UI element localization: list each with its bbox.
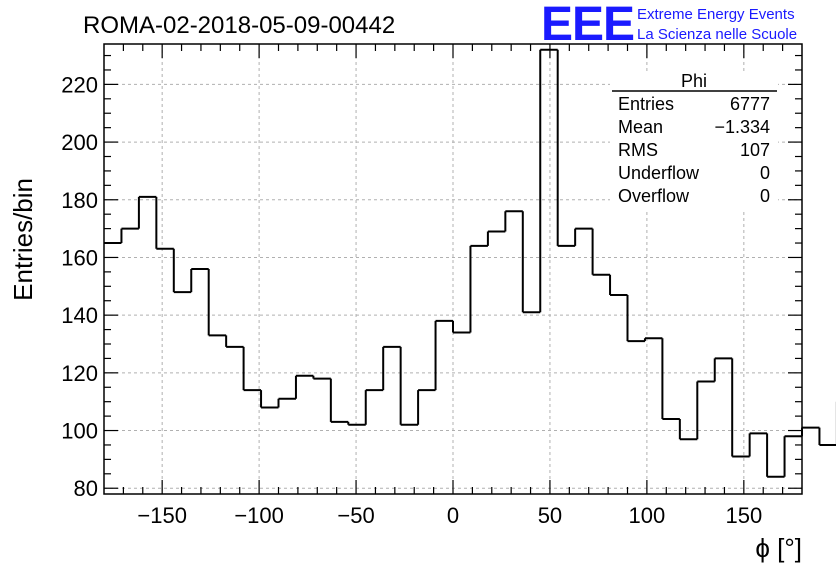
histogram-bin [312, 375, 331, 380]
histogram-bin [382, 345, 401, 391]
histogram-bin [277, 397, 296, 408]
tick-labels: −150 −100 −50 0 50 100 150 80 100 120 140 160 180 200… [61, 72, 762, 528]
histogram-bin [469, 244, 488, 333]
x-tick-label: 100 [629, 503, 666, 528]
stats-underflow-label: Underflow [618, 163, 700, 183]
y-tick-label: 80 [74, 476, 98, 501]
histogram-bin [801, 426, 820, 437]
histogram-bin [766, 433, 785, 478]
axis-ticks [104, 44, 802, 494]
histogram-bin [294, 374, 314, 399]
histogram-bin [120, 227, 139, 244]
histogram-bin [574, 227, 593, 246]
eee-logo-text: EEE [541, 0, 634, 51]
histogram-bin [504, 210, 523, 232]
histogram-bin [521, 211, 541, 314]
y-tick-label: 200 [61, 130, 98, 155]
histogram-bin [417, 389, 436, 425]
histogram-bin [137, 195, 157, 229]
y-tick-label: 220 [61, 72, 98, 97]
x-tick-label: −50 [337, 503, 374, 528]
x-tick-label: 0 [447, 503, 459, 528]
y-tick-label: 180 [61, 188, 98, 213]
histogram-bin [452, 320, 471, 334]
histogram-bin [783, 435, 802, 477]
y-tick-label: 100 [61, 419, 98, 444]
stats-entries-value: 6777 [730, 94, 770, 114]
stats-mean-value: −1.334 [714, 117, 770, 137]
y-tick-label: 160 [61, 245, 98, 270]
y-tick-label: 120 [61, 361, 98, 386]
stats-rms-label: RMS [618, 140, 658, 160]
stats-overflow-value: 0 [760, 186, 770, 206]
histogram-bin [486, 230, 506, 246]
stats-entries-label: Entries [618, 94, 674, 114]
stats-mean-label: Mean [618, 117, 663, 137]
histogram-bin [172, 248, 192, 294]
histogram-bin [364, 389, 384, 425]
histogram-bin [818, 427, 836, 446]
x-tick-label: 150 [725, 503, 762, 528]
x-tick-label: −150 [137, 503, 187, 528]
stats-rms-value: 107 [740, 140, 770, 160]
x-tick-label: −100 [234, 503, 284, 528]
histogram-bin [434, 319, 453, 391]
histogram-bin [225, 335, 244, 348]
histogram-bin [643, 337, 663, 342]
x-axis-label: ϕ [°] [755, 533, 802, 563]
histogram-bin [329, 378, 349, 423]
x-tick-label: 50 [538, 503, 562, 528]
chart-title: ROMA-02-2018-05-09-00442 [83, 12, 395, 39]
logo-line-1: Extreme Energy Events [637, 6, 795, 23]
histogram-bin [207, 269, 227, 337]
logo-line-2: La Scienza nelle Scuole [637, 26, 797, 43]
histogram-bin [242, 346, 262, 392]
histogram-bin [731, 358, 750, 458]
histogram-bin [696, 380, 715, 440]
histogram-bin [539, 48, 558, 313]
histogram-bin [713, 357, 733, 382]
histogram-bin [155, 196, 174, 250]
histogram-bin [748, 432, 768, 457]
histogram-bin [260, 390, 279, 409]
histogram-bin [609, 274, 628, 296]
histogram-bin [556, 49, 576, 247]
eee-logo: EEE Extreme Energy Events La Scienza nel… [541, 0, 797, 51]
histogram-bin [190, 268, 209, 293]
histogram-bin [399, 346, 419, 426]
y-axis-label: Entries/bin [8, 178, 38, 301]
stats-overflow-label: Overflow [618, 186, 690, 206]
histogram-bin [347, 421, 366, 426]
histogram-bin [591, 228, 611, 276]
histogram-bin [626, 294, 645, 343]
stats-underflow-value: 0 [760, 163, 770, 183]
histogram-bin [678, 419, 698, 441]
y-tick-label: 140 [61, 303, 98, 328]
stats-box: Phi Entries 6777 Mean −1.334 RMS 107 Und… [610, 71, 778, 210]
stats-box-title: Phi [681, 71, 707, 91]
stats-box-background [610, 72, 778, 210]
histogram-bin [661, 338, 680, 420]
